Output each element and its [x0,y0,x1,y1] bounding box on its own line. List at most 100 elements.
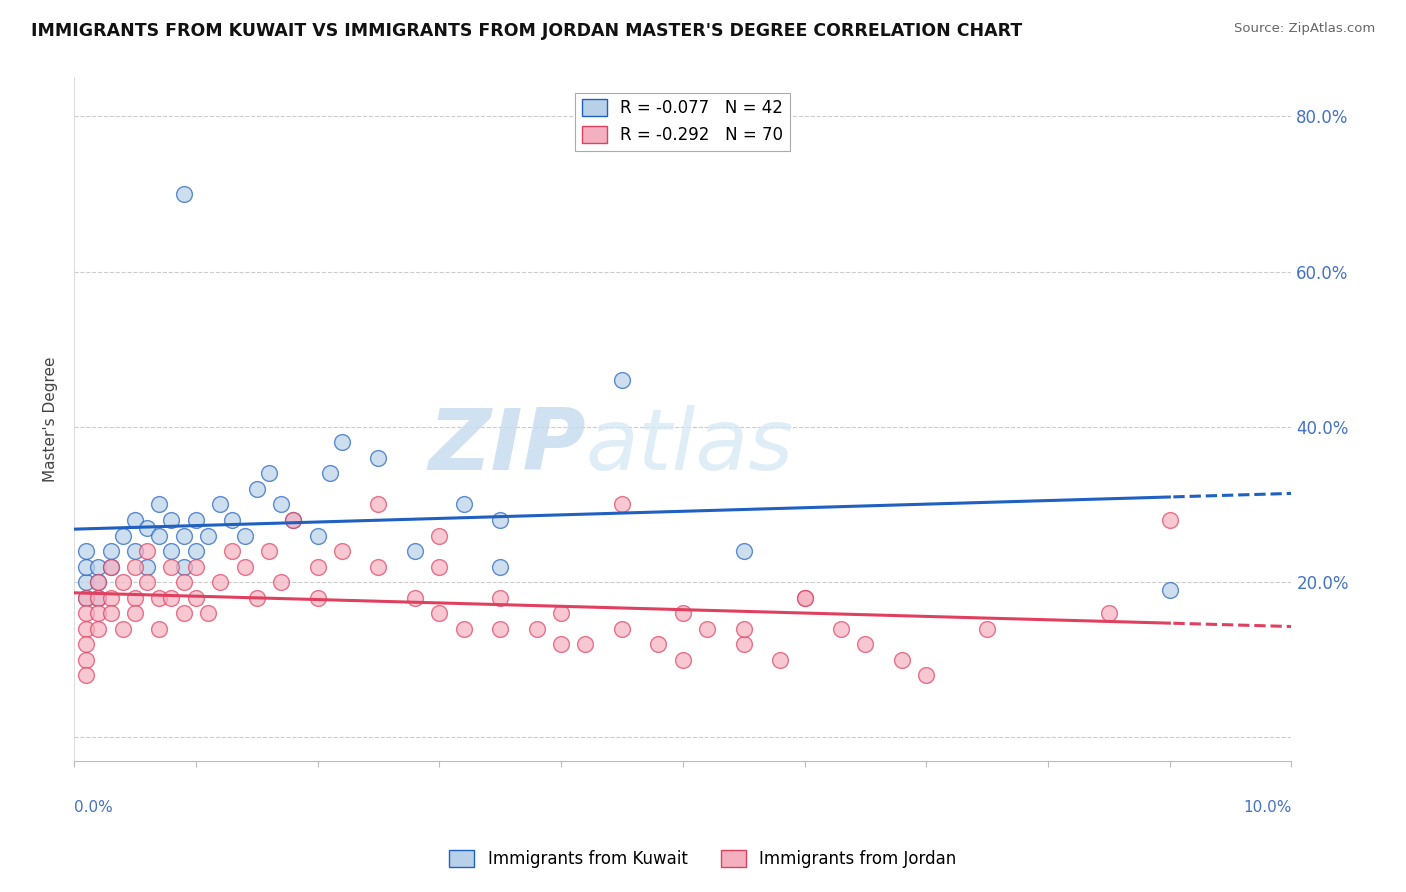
Point [307,528,329,542]
Point [197,528,219,542]
Point [890,653,912,667]
Point [453,498,475,512]
Point [427,528,450,542]
Point [367,450,389,465]
Point [148,498,170,512]
Point [610,498,633,512]
Point [160,591,183,605]
Point [574,637,596,651]
Point [111,622,134,636]
Point [75,591,97,605]
Point [124,559,146,574]
Point [489,559,512,574]
Point [173,559,195,574]
Point [769,653,792,667]
Point [283,513,305,527]
Point [124,544,146,558]
Point [75,622,97,636]
Point [367,559,389,574]
Point [270,575,292,590]
Point [75,668,97,682]
Legend: R = -0.077   N = 42, R = -0.292   N = 70: R = -0.077 N = 42, R = -0.292 N = 70 [575,93,790,151]
Point [111,528,134,542]
Point [184,591,207,605]
Point [233,528,256,542]
Point [647,637,669,651]
Point [75,544,97,558]
Point [526,622,548,636]
Point [221,544,243,558]
Point [246,482,269,496]
Point [173,606,195,620]
Point [111,575,134,590]
Point [696,622,718,636]
Point [87,575,110,590]
Point [75,606,97,620]
Point [257,544,280,558]
Point [87,575,110,590]
Point [100,544,122,558]
Point [173,575,195,590]
Point [489,622,512,636]
Point [87,622,110,636]
Point [404,544,426,558]
Point [489,513,512,527]
Point [136,544,159,558]
Point [100,591,122,605]
Point [124,513,146,527]
Point [136,521,159,535]
Text: Source: ZipAtlas.com: Source: ZipAtlas.com [1234,22,1375,36]
Point [793,591,815,605]
Point [136,559,159,574]
Point [173,528,195,542]
Point [1098,606,1121,620]
Point [733,544,755,558]
Point [672,653,695,667]
Point [976,622,998,636]
Point [307,559,329,574]
Y-axis label: Master's Degree: Master's Degree [44,356,58,482]
Point [733,637,755,651]
Text: atlas: atlas [585,405,793,488]
Point [404,591,426,605]
Point [319,467,342,481]
Point [550,606,572,620]
Point [733,622,755,636]
Point [87,591,110,605]
Point [148,622,170,636]
Point [672,606,695,620]
Point [233,559,256,574]
Point [100,606,122,620]
Legend: Immigrants from Kuwait, Immigrants from Jordan: Immigrants from Kuwait, Immigrants from … [443,843,963,875]
Point [209,575,232,590]
Text: ZIP: ZIP [427,405,585,488]
Point [160,559,183,574]
Point [915,668,938,682]
Point [330,544,353,558]
Point [75,653,97,667]
Point [100,559,122,574]
Point [270,498,292,512]
Point [184,544,207,558]
Point [75,559,97,574]
Point [853,637,876,651]
Point [160,513,183,527]
Point [160,544,183,558]
Point [367,498,389,512]
Point [136,575,159,590]
Point [246,591,269,605]
Point [453,622,475,636]
Point [148,528,170,542]
Point [257,467,280,481]
Text: 10.0%: 10.0% [1243,799,1292,814]
Point [124,606,146,620]
Point [330,435,353,450]
Point [124,591,146,605]
Point [75,591,97,605]
Point [427,559,450,574]
Point [830,622,852,636]
Point [184,559,207,574]
Point [550,637,572,651]
Point [87,591,110,605]
Point [1159,513,1181,527]
